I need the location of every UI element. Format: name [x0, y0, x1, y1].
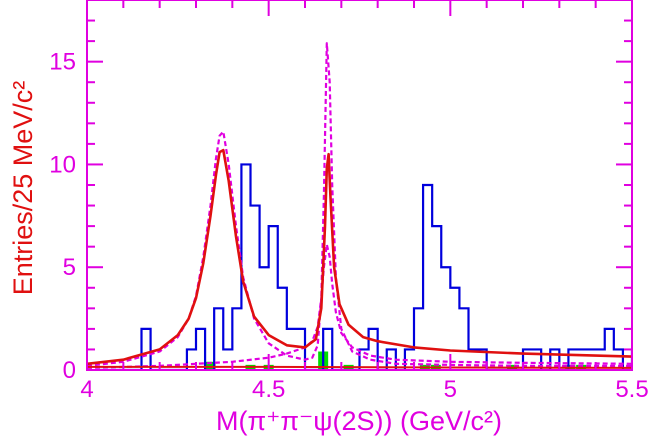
y-axis-ticks: 0 5 10 15: [49, 0, 632, 384]
data-histogram: [96, 163, 632, 370]
y-tick-label: 15: [49, 49, 76, 76]
data-step-line: [96, 163, 632, 370]
x-axis-ticks: 4 4.5 5 5.5: [80, 0, 649, 403]
fit-curves: [87, 42, 632, 369]
plot-border: [86, 0, 633, 371]
x-tick-label: 4.5: [252, 376, 285, 403]
y-axis-label: Entries/25 MeV/c²: [8, 81, 38, 296]
x-tick-label: 5: [444, 376, 457, 403]
plot-frame: [86, 0, 633, 371]
x-tick-label: 4: [80, 376, 93, 403]
y-tick-label: 10: [49, 151, 76, 178]
total-fit-curve: [87, 148, 632, 366]
x-tick-label: 5.5: [615, 376, 648, 403]
y-tick-label: 5: [63, 254, 76, 281]
x-axis-label: M(π⁺π⁻ψ(2S)) (GeV/c²): [216, 406, 502, 436]
component-curve-1: [87, 42, 632, 367]
y-tick-label: 0: [63, 357, 76, 384]
background-box: [205, 361, 216, 370]
background-line: [87, 365, 632, 369]
component-curve-2: [87, 243, 632, 369]
